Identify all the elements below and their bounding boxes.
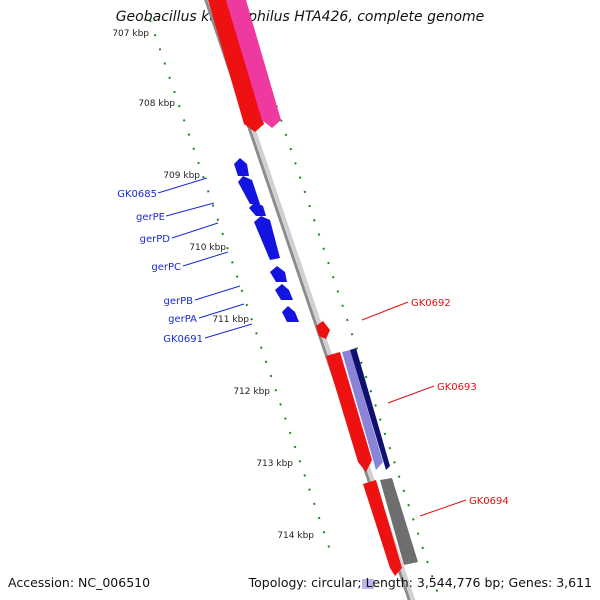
kbp-tick-label: 708 kbp	[138, 99, 175, 109]
kbp-tick-label: 713 kbp	[256, 459, 293, 469]
kbp-tick-label: 714 kbp	[277, 531, 314, 541]
bottom-marker	[362, 579, 374, 589]
left-tick-track	[149, 19, 331, 551]
gene-label-gerPA: gerPA	[168, 314, 197, 325]
kbp-tick-label: 707 kbp	[112, 29, 149, 39]
leader-line	[198, 303, 245, 319]
leader-line	[157, 177, 208, 194]
kbp-tick-label: 711 kbp	[212, 315, 249, 325]
accession-label: Accession: NC_006510	[8, 575, 151, 590]
kbp-tick-label: 709 kbp	[163, 171, 200, 181]
gene-GK0693-navy	[350, 348, 390, 470]
gene-label-gerPC: gerPC	[151, 262, 181, 273]
right-gene-labels: GK0692 GK0693 GK0694	[361, 298, 509, 517]
leader-line	[419, 499, 467, 517]
gene-label-GK0692: GK0692	[411, 298, 451, 309]
leader-line	[165, 202, 215, 217]
gene-gerPE	[238, 176, 260, 204]
kbp-tick-labels: 707 kbp 708 kbp 709 kbp 710 kbp 711 kbp …	[112, 29, 314, 541]
gene-GK0694-gray	[380, 478, 418, 565]
gene-label-gerPB: gerPB	[163, 296, 193, 307]
left-gene-labels: GK0685 gerPE gerPD gerPC gerPB gerPA GK0…	[117, 177, 253, 345]
map-title: Geobacillus kaustophilus HTA426, complet…	[115, 9, 485, 25]
leader-line	[171, 222, 219, 239]
kbp-tick-label: 710 kbp	[189, 243, 226, 253]
gene-GK0691	[282, 306, 299, 322]
gene-label-gerPE: gerPE	[136, 212, 165, 223]
gene-GK0693	[326, 352, 372, 472]
gene-gerPC	[254, 216, 280, 260]
genome-summary: Topology: circular; Length: 3,544,776 bp…	[248, 575, 592, 590]
gene-label-GK0694: GK0694	[469, 496, 509, 507]
gene-GK0693-lavender	[342, 350, 383, 470]
gene-label-GK0693: GK0693	[437, 382, 477, 393]
gene-GK0694	[363, 480, 402, 576]
gene-GK0692	[316, 321, 330, 339]
gene-red-top	[208, 0, 264, 132]
gene-label-GK0691: GK0691	[163, 334, 203, 345]
gene-gerPB	[270, 266, 287, 282]
gene-label-GK0685: GK0685	[117, 189, 157, 200]
gene-label-gerPD: gerPD	[140, 234, 171, 245]
gene-GK0685	[234, 158, 249, 176]
gene-gerPA	[275, 284, 293, 300]
leader-line	[387, 385, 435, 404]
gene-pink-top	[226, 0, 281, 128]
leader-line	[204, 323, 253, 339]
gene-gerPD	[249, 202, 266, 216]
leader-line	[182, 251, 229, 267]
leader-line	[194, 285, 241, 301]
kbp-tick-label: 712 kbp	[233, 387, 270, 397]
leader-line	[361, 301, 409, 321]
